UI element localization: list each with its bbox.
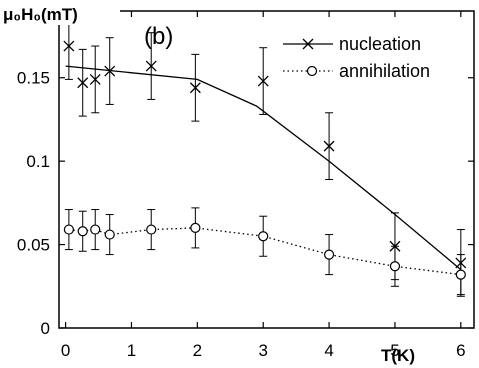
marker-circle [455, 269, 466, 280]
marker-x [323, 140, 335, 152]
data-point-annihilation [104, 214, 115, 256]
y-tick-label: 0 [41, 319, 50, 338]
data-points [63, 12, 467, 297]
data-point-nucleation [89, 45, 101, 114]
legend-marker-circle [306, 65, 318, 77]
data-point-nucleation [323, 112, 335, 181]
data-point-annihilation [258, 215, 269, 257]
y-axis-title: μ₀H₀(mT) [3, 5, 78, 24]
data-point-annihilation [323, 234, 335, 276]
series-line-annihilation [68, 227, 461, 276]
marker-circle [258, 231, 269, 242]
legend-label-annihilation: annihilation [339, 61, 430, 81]
data-point-annihilation [190, 207, 201, 249]
fit-lines [65, 65, 462, 276]
data-point-annihilation [77, 210, 88, 252]
marker-x [257, 75, 269, 87]
marker-circle [77, 226, 88, 237]
y-tick-label: 0.05 [17, 236, 50, 255]
x-tick-label: 5 [390, 341, 399, 360]
x-axis-title: T(K) [381, 346, 415, 365]
marker-x [63, 40, 75, 52]
marker-circle [90, 224, 101, 235]
legend-entry-annihilation: annihilation [283, 61, 430, 81]
y-tick-label: 0.15 [17, 69, 50, 88]
data-point-annihilation [455, 254, 466, 296]
marker-x [189, 82, 201, 94]
ticks: 0 1 2 3 4 5 6 0 0.05 0.1 0.15 [17, 11, 474, 360]
series-line-nucleation [65, 65, 462, 271]
ylabel-bg [0, 3, 120, 25]
legend-marker-x [302, 38, 314, 50]
marker-circle [146, 224, 157, 235]
marker-circle [63, 224, 74, 235]
marker-circle [190, 222, 201, 233]
data-point-annihilation [146, 209, 157, 251]
x-tick-label: 1 [127, 341, 136, 360]
legend-label-nucleation: nucleation [339, 34, 421, 54]
data-point-annihilation [90, 209, 101, 251]
data-point-nucleation [257, 47, 269, 115]
x-tick-label: 0 [61, 341, 70, 360]
marker-x [77, 77, 89, 89]
marker-circle [323, 249, 335, 260]
legend: nucleation annihilation [283, 34, 430, 81]
data-point-nucleation [104, 37, 116, 105]
legend-entry-nucleation: nucleation [283, 34, 421, 54]
marker-x [104, 65, 116, 77]
data-point-nucleation [189, 53, 201, 122]
x-tick-label: 2 [193, 341, 202, 360]
marker-circle [104, 229, 115, 240]
marker-circle [389, 261, 401, 272]
data-point-annihilation [389, 245, 401, 287]
panel-label: (b) [144, 23, 173, 50]
x-tick-label: 6 [456, 341, 465, 360]
data-point-annihilation [63, 209, 74, 251]
plot-frame [58, 10, 475, 329]
x-tick-label: 3 [258, 341, 267, 360]
x-tick-label: 4 [324, 341, 333, 360]
marker-x [145, 60, 157, 72]
data-point-nucleation [145, 32, 157, 100]
data-point-nucleation [77, 48, 89, 117]
y-tick-label: 0.1 [26, 152, 50, 171]
marker-x [89, 73, 101, 85]
